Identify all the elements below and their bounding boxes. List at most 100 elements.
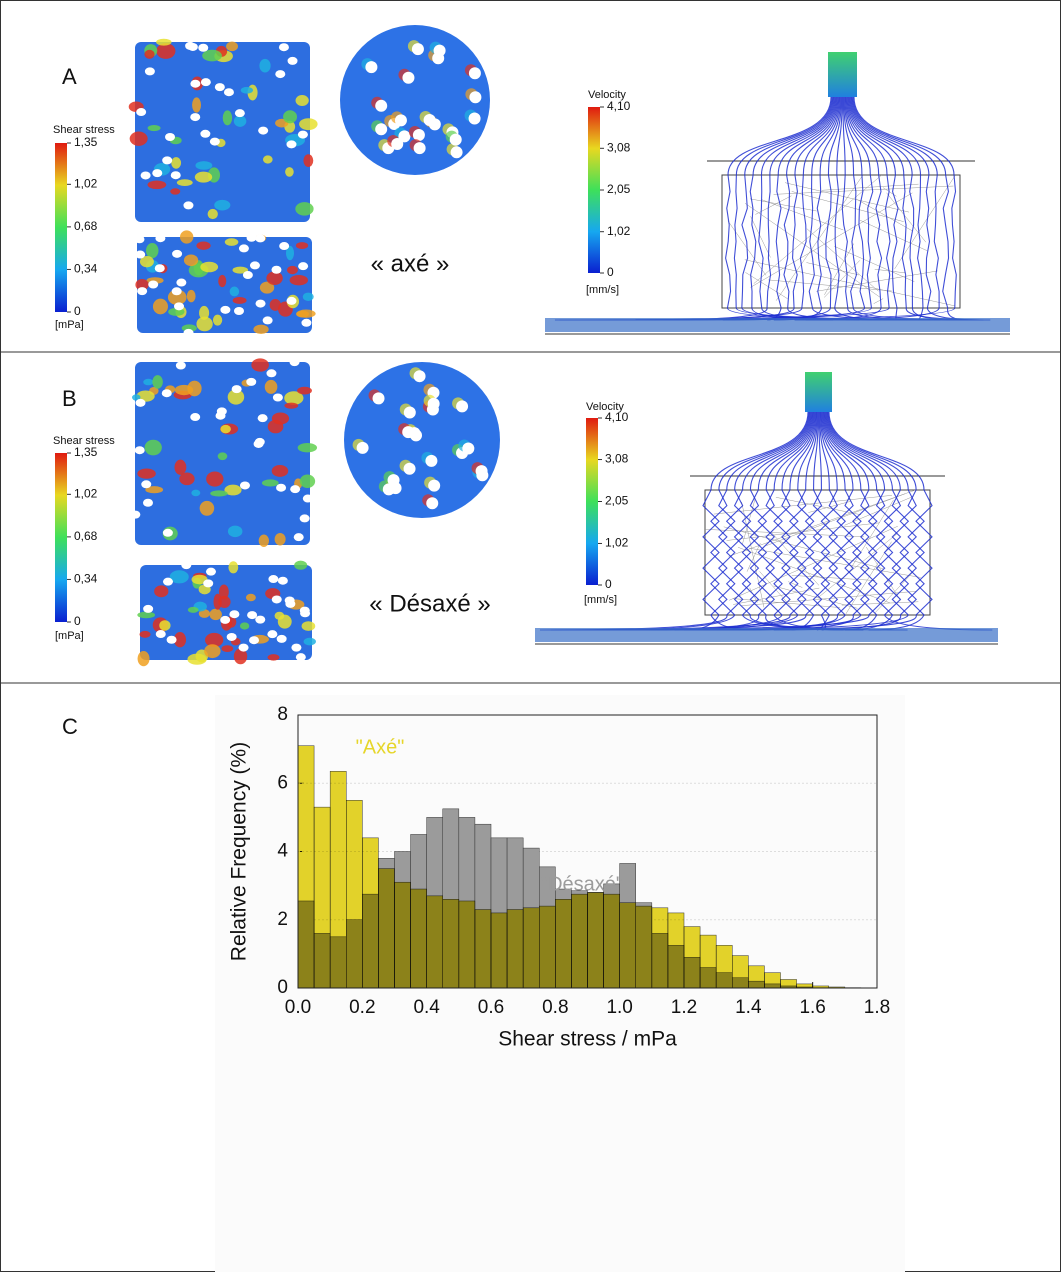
pore <box>357 442 369 454</box>
stress-spot <box>221 645 233 652</box>
pore <box>247 234 257 242</box>
colorbar-tick-label: 0 <box>607 265 614 279</box>
inlet <box>828 52 857 97</box>
stress-spot <box>265 380 278 394</box>
bar <box>411 889 427 988</box>
pore <box>450 134 462 146</box>
stress-spot <box>275 612 285 620</box>
stress-spot <box>159 620 170 630</box>
bar <box>684 927 700 988</box>
stress-spot <box>156 43 175 59</box>
pore <box>272 595 282 603</box>
pore <box>190 113 200 121</box>
stress-spot <box>303 154 313 167</box>
stress-spot <box>206 471 223 486</box>
stress-spot <box>143 379 153 386</box>
stress-spot <box>225 238 239 246</box>
pore <box>234 307 244 315</box>
bar <box>491 913 507 988</box>
bar <box>395 882 411 988</box>
pore <box>137 287 147 295</box>
bar <box>716 945 732 988</box>
scaffold-outline <box>722 175 960 308</box>
x-tick-label: 1.4 <box>735 997 762 1018</box>
bar <box>539 906 555 988</box>
stress-spot <box>290 275 308 285</box>
pore <box>279 43 289 51</box>
panel-label: C <box>62 714 78 739</box>
stress-spot <box>303 293 314 301</box>
pore <box>294 533 304 541</box>
pore <box>303 495 313 503</box>
pore <box>469 67 481 79</box>
pore <box>156 630 166 638</box>
y-axis-label: Relative Frequency (%) <box>228 742 251 961</box>
pore <box>184 329 194 337</box>
stress-spot <box>200 262 218 273</box>
pore <box>130 511 140 519</box>
pore <box>143 605 153 613</box>
series-label: "Axé" <box>356 736 405 758</box>
colorbar-tick-label: 0,34 <box>74 262 98 276</box>
pore <box>391 138 403 150</box>
streamline <box>655 97 956 320</box>
pore <box>365 61 377 73</box>
stress-spot <box>130 131 148 145</box>
bar <box>314 807 330 988</box>
pore <box>246 378 256 386</box>
bar <box>748 966 764 988</box>
colorbar-tick-label: 3,08 <box>605 452 629 466</box>
pore <box>227 633 237 641</box>
pore <box>412 43 424 55</box>
pore <box>190 413 200 421</box>
colorbar-unit: [mPa] <box>55 630 84 642</box>
pore <box>181 561 191 569</box>
pore <box>135 446 145 454</box>
pore <box>424 114 436 126</box>
stress-spot <box>218 275 226 287</box>
pore <box>239 644 249 652</box>
pore <box>263 316 273 324</box>
stress-spot <box>175 385 193 395</box>
stress-spot <box>296 242 308 249</box>
stress-spot <box>195 161 212 170</box>
stress-spot <box>137 468 155 478</box>
stress-spot <box>228 561 238 573</box>
pore <box>163 529 173 537</box>
pore <box>266 369 276 377</box>
stress-spot <box>146 243 159 258</box>
outlet-plate <box>535 628 998 642</box>
pore <box>476 465 488 477</box>
pore <box>200 130 210 138</box>
x-tick-label: 0.0 <box>285 997 311 1018</box>
bar <box>620 903 636 988</box>
colorbar-title: Shear stress <box>53 124 115 136</box>
stress-spot <box>213 315 222 326</box>
pore <box>255 234 265 242</box>
stress-spot <box>187 290 196 302</box>
stress-spot <box>213 594 221 610</box>
stress-spot <box>199 306 209 320</box>
pore <box>428 398 440 410</box>
mesh <box>750 193 912 288</box>
stress-spot <box>283 110 297 123</box>
colorbar-tick-label: 4,10 <box>607 99 631 113</box>
pore <box>136 108 146 116</box>
bar <box>700 935 716 988</box>
pore <box>456 400 468 412</box>
bar <box>588 892 604 988</box>
stress-spot <box>287 266 298 274</box>
panel-label: A <box>62 64 77 89</box>
pore <box>373 392 385 404</box>
panel-label: B <box>62 386 77 411</box>
colorbar-tick-label: 1,35 <box>74 135 98 149</box>
pore <box>469 91 481 103</box>
pore <box>163 578 173 586</box>
x-tick-label: 1.2 <box>671 997 697 1018</box>
bar <box>475 910 491 988</box>
stress-spot <box>144 50 154 59</box>
bar <box>636 906 652 988</box>
pore <box>290 485 300 493</box>
colorbar <box>588 107 600 273</box>
